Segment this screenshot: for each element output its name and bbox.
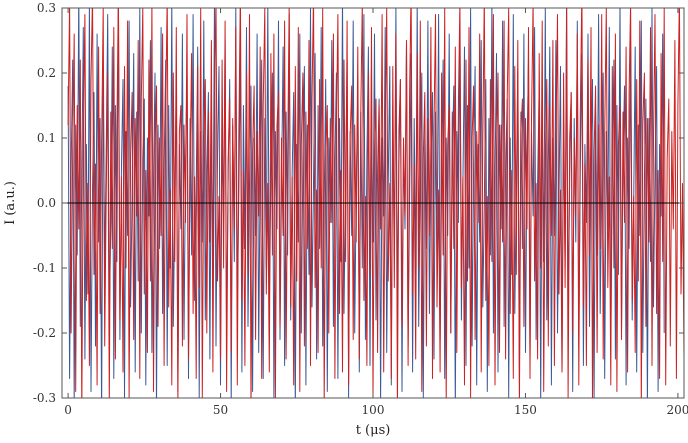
y-tick-label: -0.3 [33,391,56,405]
x-tick-label: 0 [64,403,72,417]
y-tick-label: 0.3 [37,1,56,15]
series-layer [67,8,684,398]
y-axis-title: I (a.u.) [3,181,18,225]
x-tick-label: 50 [213,403,228,417]
y-tick-label: -0.1 [33,261,56,275]
x-tick-label: 100 [362,403,385,417]
axis-ticks: 0 50 100 150 200 -0.3 -0.2 -0.1 0.0 0.1 0.2 0.3 [33,1,688,417]
y-tick-label: 0.0 [37,196,56,210]
x-axis-title: t (μs) [356,423,391,438]
y-tick-label: -0.2 [33,326,56,340]
y-tick-label: 0.1 [37,131,56,145]
x-tick-label: 150 [514,403,537,417]
x-tick-label: 200 [666,403,688,417]
y-tick-label: 0.2 [37,66,56,80]
series-line-2 [67,8,684,398]
